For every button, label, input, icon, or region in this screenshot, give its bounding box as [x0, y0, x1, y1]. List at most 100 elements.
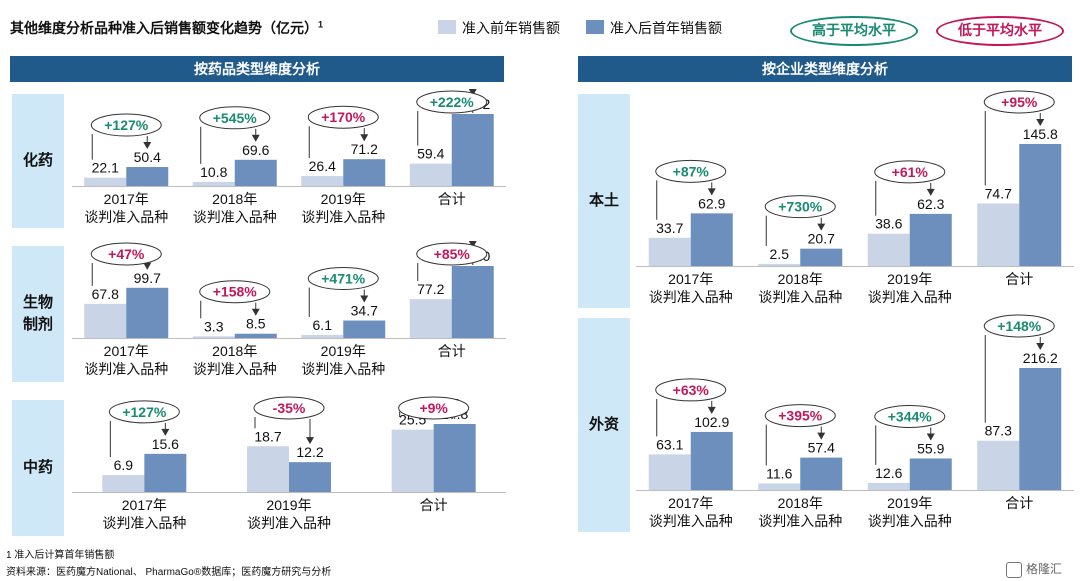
category-label: 谈判准入品种 [868, 513, 952, 529]
arrowhead [143, 262, 152, 270]
change-label: +730% [778, 199, 823, 215]
legend-above-average: 高于平均水平 [790, 16, 918, 46]
bar-before [84, 303, 127, 338]
category-label: 谈判准入品种 [301, 361, 385, 377]
value-label-before: 3.3 [204, 318, 224, 334]
category-label: 谈判准入品种 [193, 361, 277, 377]
value-label-before: 2.5 [770, 246, 790, 262]
legend-label-before: 准入前年销售额 [462, 20, 560, 36]
arrowhead [468, 89, 477, 96]
value-label-after: 12.2 [296, 444, 323, 460]
category-label: 合计 [420, 497, 448, 513]
bar-before [192, 181, 235, 186]
category-label: 谈判准入品种 [868, 289, 952, 305]
legend-swatch-after [586, 20, 604, 34]
value-label-after: 50.4 [134, 149, 161, 165]
bar-after [343, 159, 386, 186]
value-label-before: 6.9 [114, 457, 134, 473]
change-label: +87% [673, 163, 710, 179]
change-label: +344% [888, 408, 933, 424]
arrowhead [707, 188, 716, 196]
category-label: 2019年 [266, 497, 311, 513]
row-label-tcm-text: 中药 [22, 459, 53, 476]
change-label: +158% [213, 284, 258, 300]
value-label-after: 99.7 [134, 270, 161, 286]
category-label: 谈判准入品种 [649, 513, 733, 529]
bar-after [289, 462, 331, 492]
row-label-foreign-text: 外资 [588, 416, 619, 433]
value-label-after: 57.4 [808, 440, 835, 456]
left-panel-header: 按药品类型维度分析 [10, 56, 504, 82]
row-label-chemical: 化药 [12, 94, 64, 228]
bar-before [247, 446, 289, 492]
change-bubble [90, 113, 162, 137]
change-label: +148% [997, 318, 1042, 334]
change-label: +47% [108, 246, 145, 262]
watermark-text: 格隆汇 [1026, 562, 1063, 576]
value-label-before: 26.4 [309, 158, 336, 174]
bar-after [909, 213, 952, 266]
change-label: +95% [1001, 94, 1038, 110]
change-bubble [398, 396, 470, 420]
change-label: +170% [321, 109, 366, 125]
category-label: 谈判准入品种 [247, 515, 331, 531]
value-label-after: 145.8 [1023, 126, 1058, 142]
category-label: 2019年 [321, 343, 366, 359]
change-bubble [199, 106, 271, 130]
category-label: 2019年 [887, 271, 932, 287]
change-bubble [764, 404, 836, 428]
value-label-before: 63.1 [656, 436, 683, 452]
change-label: +545% [213, 110, 258, 126]
value-label-after: 69.6 [242, 142, 269, 158]
category-label: 谈判准入品种 [84, 209, 168, 225]
footnote-1: 1 准入后计算首年销售额 [6, 550, 115, 561]
bar-after [909, 458, 952, 490]
category-label: 2018年 [778, 495, 823, 511]
change-label: +127% [104, 117, 149, 133]
arrowhead [926, 188, 935, 196]
change-label: +9% [419, 400, 448, 416]
change-bubble [108, 400, 180, 424]
bar-before [301, 176, 344, 186]
watermark-logo-icon [1006, 561, 1022, 578]
bar-before [192, 336, 235, 338]
category-label: 2018年 [778, 271, 823, 287]
category-label: 谈判准入品种 [84, 361, 168, 377]
arrowhead [161, 428, 170, 436]
value-label-before: 10.8 [200, 164, 227, 180]
bar-before [648, 454, 691, 490]
row-label-biologic-line2: 制剂 [22, 316, 53, 333]
bar-after [451, 114, 494, 186]
category-label: 谈判准入品种 [102, 515, 186, 531]
title-footnote-mark: 1 [318, 19, 324, 30]
change-label: +85% [434, 246, 471, 262]
category-label: 谈判准入品种 [193, 209, 277, 225]
value-label-before: 33.7 [656, 220, 683, 236]
bar-before [867, 482, 910, 490]
change-label: +471% [321, 271, 366, 287]
row-label-tcm: 中药 [12, 400, 64, 536]
value-label-before: 38.6 [875, 216, 902, 232]
category-label: 合计 [1005, 495, 1033, 511]
arrowhead [143, 142, 152, 150]
value-label-after: 62.9 [698, 195, 725, 211]
arrowhead [251, 308, 260, 316]
value-label-before: 6.1 [313, 317, 333, 333]
arrowhead [707, 406, 716, 414]
change-bubble [983, 90, 1055, 114]
category-label: 2019年 [887, 495, 932, 511]
category-label: 2017年 [668, 495, 713, 511]
arrowhead [360, 134, 369, 142]
bar-after [690, 213, 733, 266]
bar-after [433, 424, 476, 492]
bar-before [977, 440, 1020, 490]
change-bubble [416, 90, 488, 114]
bar-after [800, 248, 843, 266]
value-label-after: 216.2 [1023, 350, 1058, 366]
bar-before [84, 177, 127, 186]
change-bubble [253, 396, 325, 420]
